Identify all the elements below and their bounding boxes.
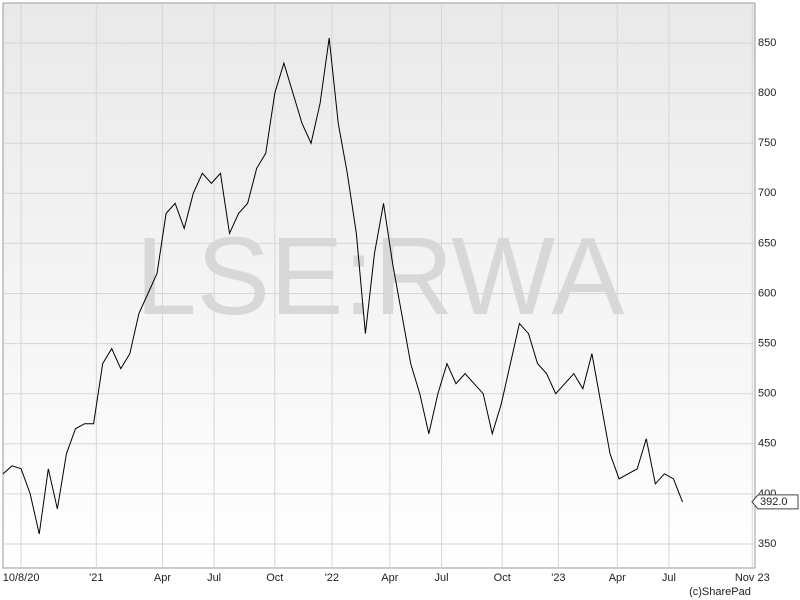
credit: (c)SharePad [689,586,751,598]
x-tick-label: Nov 23 [735,572,770,584]
plot-area [2,2,756,569]
x-tick-label: '23 [551,572,565,584]
x-tick-label: Oct [266,572,283,584]
y-tick-label: 550 [758,338,776,350]
price-line [2,37,683,535]
x-tick-label: Jul [662,572,676,584]
x-tick-label: 10/8/20 [3,572,40,584]
last-price-tag [751,494,799,510]
y-tick-label: 350 [758,538,776,550]
x-tick-label: Apr [154,572,171,584]
y-tick-label: 500 [758,388,776,400]
last-price-label: 392.0 [760,496,788,508]
y-tick-label: 800 [758,87,776,99]
y-tick-label: 450 [758,438,776,450]
y-tick-label: 750 [758,137,776,149]
y-tick-label: 650 [758,237,776,249]
x-tick-label: '22 [325,572,339,584]
x-tick-label: '21 [89,572,103,584]
x-tick-label: Jul [434,572,448,584]
x-tick-label: Oct [494,572,511,584]
y-tick-label: 700 [758,187,776,199]
x-tick-label: Apr [609,572,626,584]
y-tick-label: 600 [758,287,776,299]
x-tick-label: Jul [207,572,221,584]
y-tick-label: 850 [758,37,776,49]
watermark: LSE:RWA [135,215,625,338]
x-tick-label: Apr [381,572,398,584]
